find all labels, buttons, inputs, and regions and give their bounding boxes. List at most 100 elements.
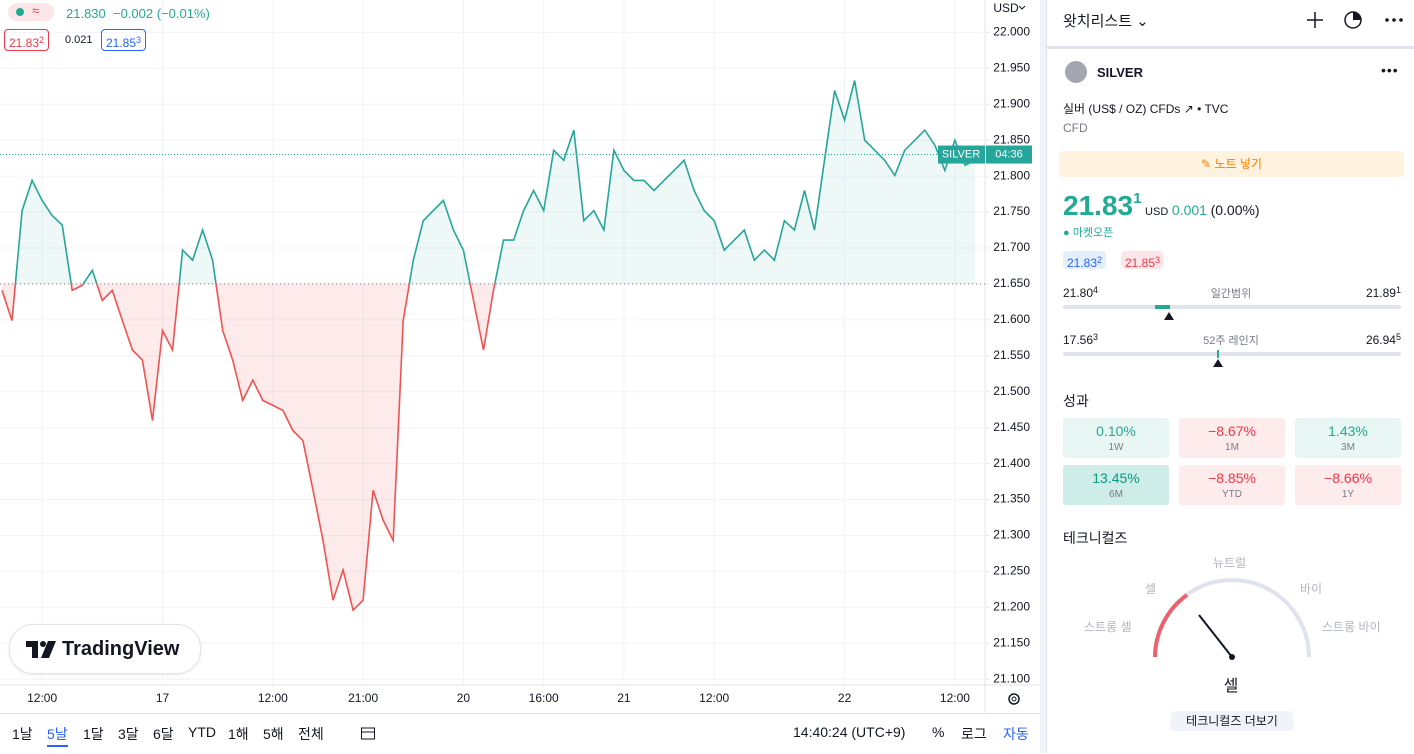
gauge-pivot bbox=[1229, 654, 1235, 660]
y-tick-label: 21.200 bbox=[993, 600, 1030, 614]
x-tick-label: 12:00 bbox=[27, 691, 57, 705]
bid-box[interactable]: 21.832 bbox=[4, 29, 50, 51]
gauge-sell-arc bbox=[1153, 593, 1189, 658]
settings-icon[interactable] bbox=[1008, 693, 1020, 705]
year-high-sup: 5 bbox=[1395, 332, 1401, 342]
gear-center[interactable] bbox=[1011, 696, 1017, 702]
currency: USD bbox=[1145, 206, 1169, 218]
area-down bbox=[2, 283, 495, 611]
change-pct: (0.00%) bbox=[1210, 202, 1260, 218]
range-button[interactable]: YTD bbox=[188, 724, 216, 740]
note-button[interactable]: ✎ 노트 넣기 bbox=[1059, 151, 1404, 177]
range-button[interactable]: 3달 bbox=[118, 726, 139, 742]
watchlist-title-text[interactable]: 왓치리스트 bbox=[1063, 13, 1133, 30]
range-button[interactable]: 전체 bbox=[298, 726, 324, 742]
calendar-icon[interactable] bbox=[360, 725, 376, 741]
performance-cell[interactable]: 13.45% 6M bbox=[1063, 465, 1169, 505]
x-tick-label: 21:00 bbox=[348, 691, 378, 705]
year-range-bar bbox=[1063, 350, 1401, 358]
day-low: 21.804 bbox=[1063, 285, 1098, 300]
divider bbox=[1047, 46, 1414, 49]
note-text[interactable]: 노트 넣기 bbox=[1214, 157, 1262, 171]
range-button[interactable]: 1달 bbox=[83, 726, 104, 742]
day-high-text: 21.89 bbox=[1365, 286, 1396, 300]
range-button[interactable]: 1날 bbox=[12, 726, 33, 742]
year-high-text: 26.94 bbox=[1365, 333, 1396, 347]
logo-shape bbox=[26, 641, 38, 658]
performance-cell[interactable]: 1.43% 3M bbox=[1295, 418, 1401, 458]
performance-period: 6M bbox=[1109, 489, 1123, 500]
area-up bbox=[2, 80, 975, 284]
y-tick-label: 21.100 bbox=[993, 671, 1030, 685]
range-button[interactable]: 5해 bbox=[263, 726, 284, 742]
y-tick-label: 21.600 bbox=[993, 312, 1030, 326]
logo[interactable]: TradingView bbox=[9, 624, 201, 674]
performance-value: −8.66% bbox=[1324, 470, 1372, 486]
legend-values: 21.830 −0.002 (−0.01%) bbox=[66, 6, 210, 21]
bid-chip: 21.832 bbox=[1063, 251, 1107, 270]
kind: CFD bbox=[1063, 121, 1088, 135]
symbol-more[interactable]: ••• bbox=[1381, 62, 1399, 78]
day-low-sup: 4 bbox=[1093, 285, 1099, 295]
logo-text: TradingView bbox=[62, 638, 180, 660]
splitter[interactable] bbox=[1040, 0, 1046, 753]
market-status-text: 마켓오픈 bbox=[1072, 227, 1114, 239]
source: • TVC bbox=[1197, 102, 1229, 116]
performance-cell[interactable]: −8.67% 1M bbox=[1179, 418, 1285, 458]
performance-value: −8.67% bbox=[1208, 423, 1256, 439]
watchlist-panel: 왓치리스트 ⌄ SILVER ••• 실버 (US$ / OZ) CFDs ↗ … bbox=[1046, 0, 1414, 753]
spread: 0.021 bbox=[65, 34, 93, 46]
more-dot[interactable] bbox=[1392, 18, 1396, 22]
x-tick-label: 12:00 bbox=[940, 691, 970, 705]
year-low: 17.563 bbox=[1063, 332, 1098, 347]
ask: 21.85 bbox=[106, 36, 137, 50]
ask-box[interactable]: 21.853 bbox=[101, 29, 147, 51]
range-button[interactable]: 1해 bbox=[228, 726, 249, 742]
bid: 21.83 bbox=[9, 36, 40, 50]
year-range-fill bbox=[1217, 350, 1219, 358]
symbol: SILVER bbox=[1097, 65, 1143, 80]
performance-value: 0.10% bbox=[1096, 423, 1136, 439]
watchlist-title[interactable]: 왓치리스트 ⌄ bbox=[1063, 13, 1149, 30]
currency-label[interactable]: USD bbox=[993, 1, 1019, 15]
status-pill[interactable]: ≈ bbox=[8, 3, 54, 21]
performance-cell[interactable]: −8.66% 1Y bbox=[1295, 465, 1401, 505]
ask-chip: 21.853 bbox=[1121, 251, 1165, 270]
technicals-title: 테크니컬즈 bbox=[1063, 530, 1128, 546]
performance-period: 1Y bbox=[1341, 489, 1355, 500]
performance-value: 13.45% bbox=[1092, 470, 1140, 486]
range-button[interactable]: 6달 bbox=[153, 726, 174, 742]
currency-caret[interactable] bbox=[1018, 5, 1026, 10]
auto-toggle[interactable]: 자동 bbox=[1003, 726, 1029, 742]
price-tag-countdown: 04:36 bbox=[995, 148, 1023, 160]
performance-period: 1W bbox=[1108, 442, 1124, 453]
performance-period: 1M bbox=[1225, 442, 1239, 453]
performance-cell[interactable]: 0.10% 1W bbox=[1063, 418, 1169, 458]
line-up bbox=[14, 80, 976, 284]
add-icon[interactable] bbox=[1307, 12, 1323, 28]
chart: USD 21.100 21.150 21.200 21.250 21.300 21.350… bbox=[0, 0, 1040, 713]
legend-change: −0.002 (−0.01%) bbox=[113, 6, 210, 21]
status-dot bbox=[16, 8, 24, 16]
logo-shape bbox=[41, 641, 56, 658]
calendar-body[interactable] bbox=[361, 727, 375, 740]
legend-price: 21.830 bbox=[66, 6, 106, 21]
ask: 21.85 bbox=[1125, 256, 1156, 270]
gear[interactable] bbox=[1008, 693, 1020, 705]
chart-icon-slice[interactable] bbox=[1353, 12, 1361, 20]
more-dot[interactable] bbox=[1385, 18, 1389, 22]
year-range-label: 52주 레인지 bbox=[1203, 335, 1259, 347]
performance-title: 성과 bbox=[1063, 393, 1089, 409]
percent-toggle[interactable]: % bbox=[932, 724, 945, 740]
logo-mark bbox=[26, 641, 56, 658]
gauge-sell: 셀 bbox=[1145, 582, 1157, 596]
price-sup: 1 bbox=[1133, 190, 1142, 207]
performance-value: −8.85% bbox=[1208, 470, 1256, 486]
range-button[interactable]: 5날 bbox=[47, 724, 68, 747]
year-range-marker bbox=[1213, 359, 1223, 367]
gauge-neutral: 뉴트럴 bbox=[1213, 556, 1247, 570]
log-toggle[interactable]: 로그 bbox=[961, 726, 987, 742]
performance-cell[interactable]: −8.85% YTD bbox=[1179, 465, 1285, 505]
technicals-button[interactable]: 테크니컬즈 더보기 bbox=[1171, 711, 1293, 731]
more-dot[interactable] bbox=[1399, 18, 1403, 22]
